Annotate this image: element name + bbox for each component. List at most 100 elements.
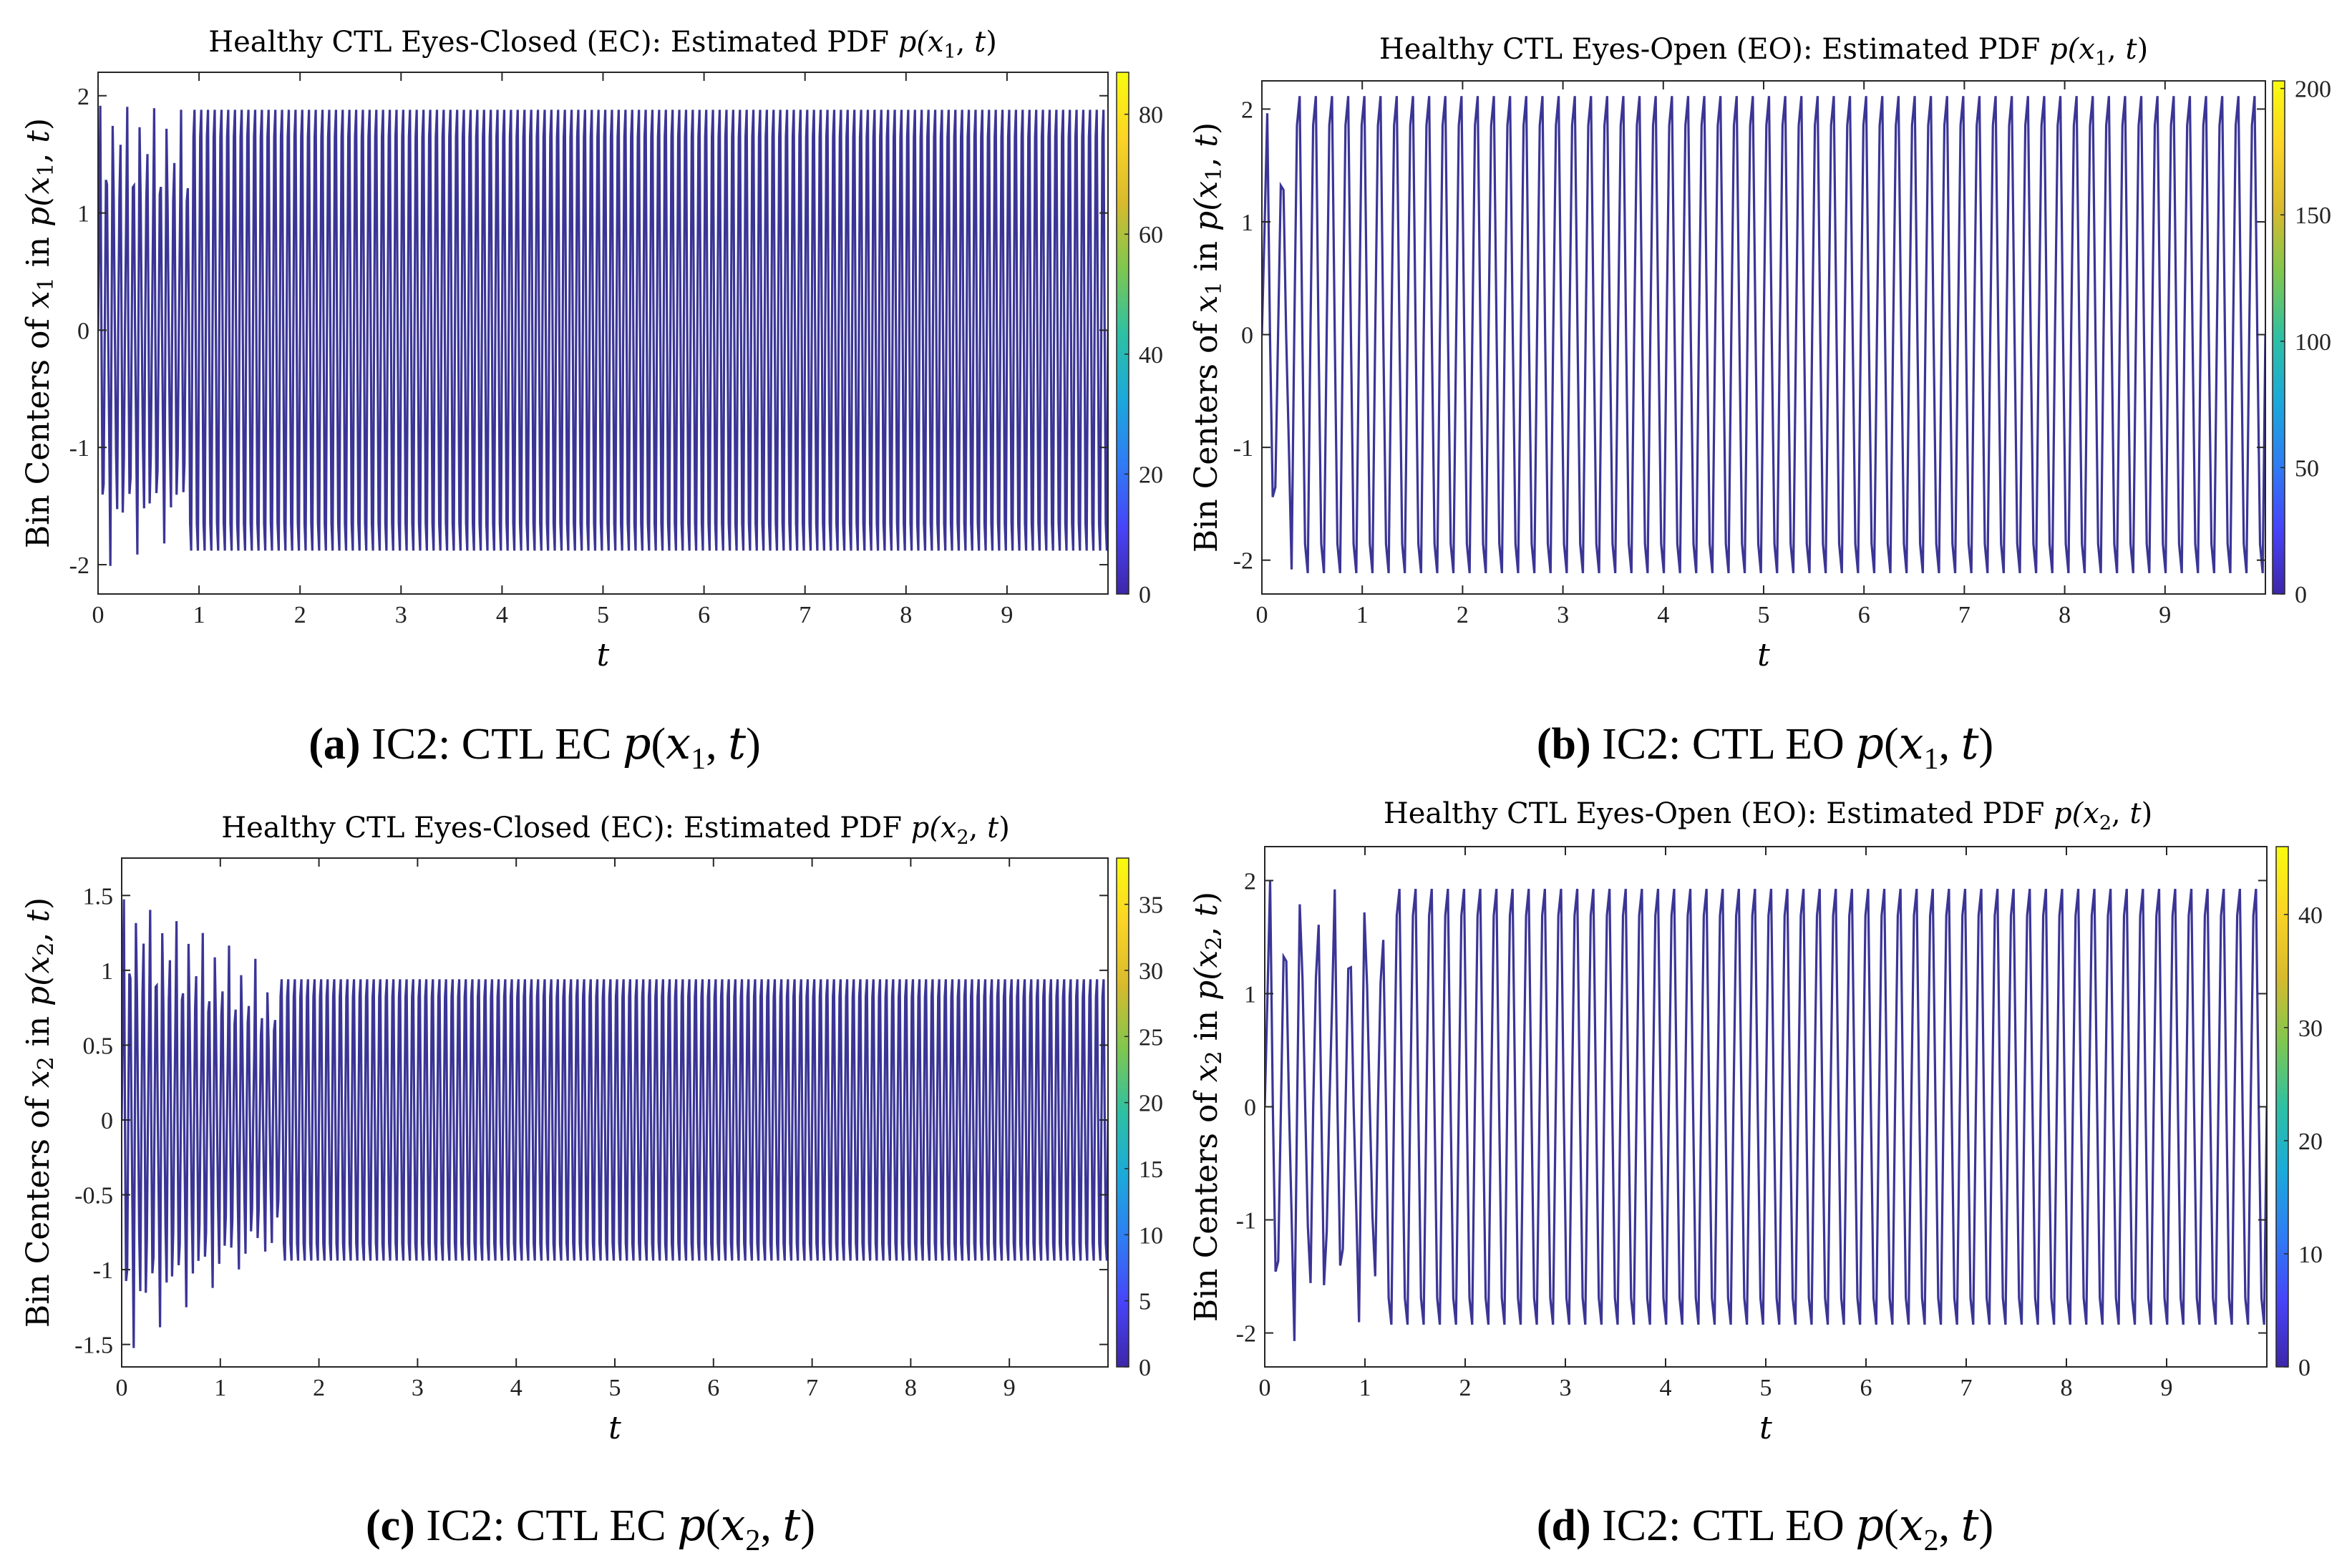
x-tick-label: 8 — [2061, 1375, 2073, 1401]
x-tick-label: 3 — [412, 1375, 424, 1401]
y-tick-label: -2 — [1236, 1321, 1256, 1348]
x-tick-label: 0 — [116, 1375, 128, 1401]
x-tick-label: 9 — [2159, 602, 2171, 628]
y-tick-label: 2 — [1244, 868, 1256, 895]
x-axis-label: t — [1757, 637, 1770, 673]
x-tick-label: 3 — [395, 602, 407, 628]
panel-c: 0 1 2 3 4 5 6 7 8 9 -1.5 -1 -0.5 0 0.5 1 1.5 t Bin Centers… — [20, 812, 1164, 1557]
y-tick-label: -2 — [69, 552, 89, 579]
y-axis-label: Bin Centers of x1 in p(x1, t) — [20, 118, 59, 548]
colorbar: 0 50 100 150 200 — [2272, 77, 2331, 608]
x-tick-label: 1 — [193, 602, 205, 628]
colorbar-tick-label: 0 — [1139, 582, 1151, 608]
colorbar-tick-label: 25 — [1139, 1024, 1163, 1051]
panel-d: 0 1 2 3 4 5 6 7 8 9 -2 -1 0 1 2 t Bin Centers of x2 in p… — [1188, 797, 2323, 1557]
x-tick-label: 5 — [1758, 602, 1770, 628]
x-tick-label: 8 — [900, 602, 912, 628]
x-tick-label: 5 — [597, 602, 609, 628]
x-tick-label: 7 — [799, 602, 811, 628]
colorbar: 0 20 40 60 80 — [1116, 72, 1163, 608]
colorbar-tick-label: 20 — [2298, 1129, 2323, 1155]
x-tick-label: 6 — [1858, 602, 1870, 628]
y-tick-label: -1 — [69, 435, 89, 462]
x-tick-label: 6 — [698, 602, 710, 628]
x-tick-label: 8 — [2059, 602, 2071, 628]
colorbar-tick-label: 0 — [1139, 1355, 1151, 1381]
x-axis-label: t — [597, 637, 610, 673]
colorbar-tick-label: 20 — [1139, 1091, 1163, 1117]
panel-a: 0 1 2 3 4 5 6 7 8 9 -2 -1 0 1 2 t Bin Centers of x1 in p… — [20, 26, 1164, 776]
x-tick-label: 4 — [1657, 602, 1669, 628]
y-axis-label: Bin Centers of x1 in p(x1, t) — [1188, 122, 1228, 552]
x-tick-label: 8 — [905, 1375, 917, 1401]
y-tick-label: 1 — [1244, 981, 1256, 1008]
colorbar-tick-label: 40 — [2298, 902, 2323, 929]
x-axis-label: t — [1759, 1410, 1772, 1446]
chart-title: Healthy CTL Eyes-Open (EO): Estimated PD… — [1379, 33, 2148, 70]
colorbar-tick-label: 5 — [1139, 1289, 1151, 1315]
y-tick-label: 0 — [1241, 323, 1253, 349]
y-tick-label: 0.5 — [83, 1033, 114, 1059]
colorbar-scale — [1116, 72, 1129, 595]
panel-caption: (d) IC2: CTL EO p(x2, t) — [1537, 1499, 1993, 1557]
colorbar-scale — [1116, 857, 1129, 1368]
x-tick-label: 2 — [313, 1375, 325, 1401]
y-axis-label: Bin Centers of x2 in p(x2, t) — [20, 897, 59, 1328]
y-tick-label: 2 — [77, 84, 89, 110]
x-tick-label: 2 — [1459, 1375, 1472, 1401]
x-tick-label: 2 — [294, 602, 306, 628]
chart-title: Healthy CTL Eyes-Open (EO): Estimated PD… — [1384, 797, 2152, 834]
x-tick-label: 4 — [510, 1375, 523, 1401]
colorbar-scale — [2272, 80, 2285, 595]
x-tick-label: 5 — [609, 1375, 621, 1401]
y-axis-label: Bin Centers of x2 in p(x2, t) — [1188, 892, 1228, 1322]
colorbar-tick-label: 50 — [2295, 455, 2319, 482]
y-tick-label: -0.5 — [74, 1183, 113, 1209]
y-tick-label: -2 — [1233, 548, 1253, 575]
x-tick-label: 1 — [214, 1375, 226, 1401]
x-tick-label: 5 — [1760, 1375, 1772, 1401]
x-tick-label: 3 — [1560, 1375, 1572, 1401]
x-tick-label: 7 — [806, 1375, 818, 1401]
chart-title: Healthy CTL Eyes-Closed (EC): Estimated … — [221, 812, 1010, 849]
colorbar-tick-label: 35 — [1139, 892, 1163, 919]
colorbar: 0 5 10 15 20 25 30 35 — [1116, 857, 1163, 1381]
x-tick-label: 9 — [1001, 602, 1013, 628]
y-tick-label: -1 — [1233, 435, 1253, 462]
x-tick-label: 9 — [2161, 1375, 2173, 1401]
y-tick-label: 1 — [1241, 210, 1253, 236]
y-tick-label: 0 — [77, 318, 89, 344]
x-tick-label: 3 — [1557, 602, 1569, 628]
y-tick-label: -1 — [1236, 1208, 1256, 1235]
x-tick-label: 0 — [1256, 602, 1268, 628]
y-tick-label: 1 — [77, 201, 89, 228]
y-tick-label: 1.5 — [83, 883, 114, 910]
chart-title: Healthy CTL Eyes-Closed (EC): Estimated … — [208, 26, 997, 63]
x-tick-label: 2 — [1457, 602, 1469, 628]
panel-caption: (b) IC2: CTL EO p(x1, t) — [1537, 717, 1993, 776]
colorbar-tick-label: 15 — [1139, 1156, 1163, 1183]
colorbar: 0 10 20 30 40 — [2275, 846, 2323, 1381]
colorbar-tick-label: 10 — [1139, 1222, 1163, 1249]
colorbar-tick-label: 30 — [2298, 1016, 2323, 1042]
pdf-trace — [1262, 96, 2265, 573]
x-tick-label: 0 — [92, 602, 105, 628]
colorbar-tick-label: 40 — [1139, 342, 1163, 369]
colorbar-tick-label: 80 — [1139, 102, 1163, 129]
colorbar-tick-label: 200 — [2295, 77, 2331, 103]
x-axis-label: t — [608, 1410, 621, 1446]
x-tick-label: 0 — [1259, 1375, 1271, 1401]
y-tick-label: 0 — [101, 1108, 113, 1134]
panel-caption: (c) IC2: CTL EC p(x2, t) — [366, 1499, 815, 1557]
x-tick-label: 7 — [1960, 1375, 1973, 1401]
x-tick-label: 7 — [1958, 602, 1970, 628]
pdf-trace — [1265, 880, 2267, 1341]
x-tick-label: 9 — [1004, 1375, 1016, 1401]
colorbar-tick-label: 0 — [2295, 582, 2307, 608]
y-tick-label: 2 — [1241, 97, 1253, 123]
y-tick-label: 1 — [101, 958, 113, 985]
y-tick-label: -1.5 — [74, 1333, 113, 1359]
x-tick-label: 6 — [1860, 1375, 1872, 1401]
colorbar-tick-label: 0 — [2298, 1355, 2310, 1381]
